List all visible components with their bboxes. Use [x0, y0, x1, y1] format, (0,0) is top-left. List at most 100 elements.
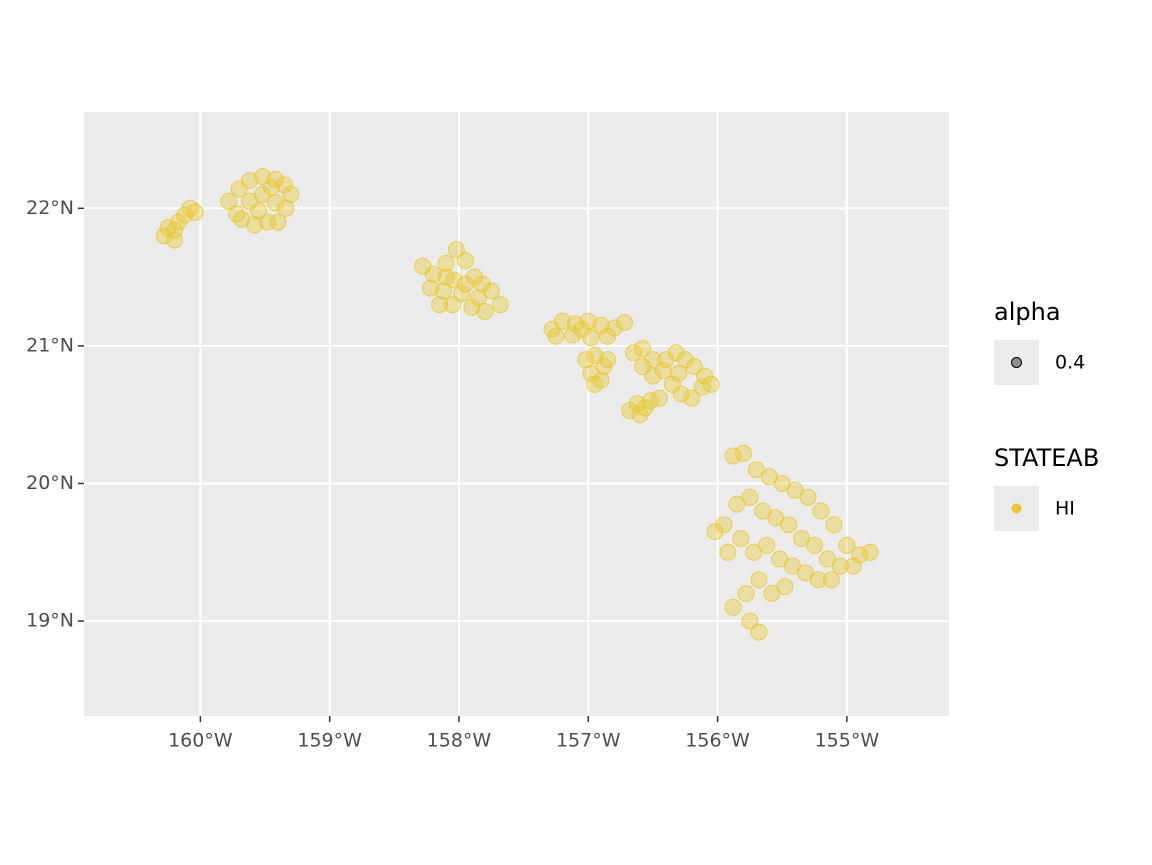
point — [220, 192, 238, 210]
point — [241, 172, 259, 190]
point — [155, 227, 173, 245]
point — [636, 399, 654, 417]
point — [683, 389, 701, 407]
point — [741, 612, 759, 630]
point — [724, 447, 742, 465]
point — [473, 275, 491, 293]
point — [564, 326, 582, 344]
point — [799, 488, 817, 506]
point — [553, 312, 571, 330]
x-tick-label: 157°W — [556, 730, 621, 752]
point — [844, 557, 862, 575]
legend-title: STATEAB — [994, 444, 1099, 472]
x-tick-label: 160°W — [168, 730, 233, 752]
grid — [84, 112, 949, 716]
point — [176, 206, 194, 224]
point — [780, 516, 798, 534]
point — [491, 296, 509, 314]
legend-point — [1011, 357, 1022, 368]
point — [650, 389, 668, 407]
point — [693, 378, 711, 396]
y-tick-label: 20°N — [26, 472, 74, 494]
point — [825, 516, 843, 534]
y-tick-label: 19°N — [26, 610, 74, 632]
point — [262, 179, 280, 197]
point — [592, 316, 610, 334]
legend-title: alpha — [994, 298, 1061, 326]
point — [599, 327, 617, 345]
point — [670, 364, 688, 382]
point — [259, 213, 277, 231]
points — [155, 168, 879, 641]
point — [758, 536, 776, 554]
point — [599, 351, 617, 369]
point — [166, 221, 184, 239]
point — [166, 231, 184, 249]
point — [443, 296, 461, 314]
point — [246, 216, 264, 234]
point — [715, 516, 733, 534]
point — [456, 252, 474, 270]
legend-label: HI — [1055, 498, 1075, 520]
point — [275, 176, 293, 194]
point — [233, 210, 251, 228]
point — [266, 170, 284, 188]
point — [838, 536, 856, 554]
point — [424, 265, 442, 283]
point — [586, 375, 604, 393]
point — [634, 340, 652, 358]
point — [269, 213, 287, 231]
legend-point — [1011, 503, 1022, 514]
point — [806, 536, 824, 554]
point — [750, 623, 768, 641]
point — [809, 571, 827, 589]
point — [812, 502, 830, 520]
y-tick-label: 22°N — [26, 197, 74, 219]
point — [831, 557, 849, 575]
point — [573, 320, 591, 338]
x-tick-label: 156°W — [685, 730, 750, 752]
point — [644, 367, 662, 385]
point — [625, 344, 643, 362]
point — [476, 302, 494, 320]
point — [628, 395, 646, 413]
point — [453, 285, 471, 303]
point — [741, 488, 759, 506]
point — [734, 444, 752, 462]
x-tick-label: 155°W — [815, 730, 880, 752]
point — [586, 347, 604, 365]
panel — [84, 112, 949, 716]
point — [657, 351, 675, 369]
point — [469, 289, 487, 307]
point — [719, 543, 737, 561]
point — [456, 275, 474, 293]
point — [851, 546, 869, 564]
x-tick-label: 159°W — [297, 730, 362, 752]
point — [644, 351, 662, 369]
point — [447, 241, 465, 259]
point — [422, 279, 440, 297]
point — [615, 314, 633, 332]
point — [582, 364, 600, 382]
legend-label: 0.4 — [1055, 352, 1085, 374]
point — [431, 296, 449, 314]
point — [169, 213, 187, 231]
point — [750, 571, 768, 589]
point — [434, 282, 452, 300]
point — [253, 186, 271, 204]
legend-key — [994, 340, 1039, 385]
point — [724, 598, 742, 616]
point — [277, 199, 295, 217]
point — [253, 168, 271, 186]
point — [672, 385, 690, 403]
point — [676, 351, 694, 369]
point — [706, 523, 724, 541]
point — [547, 327, 565, 345]
point — [776, 578, 794, 596]
point — [437, 254, 455, 272]
point — [737, 585, 755, 603]
point — [437, 268, 455, 286]
point — [667, 344, 685, 362]
point — [186, 203, 204, 221]
